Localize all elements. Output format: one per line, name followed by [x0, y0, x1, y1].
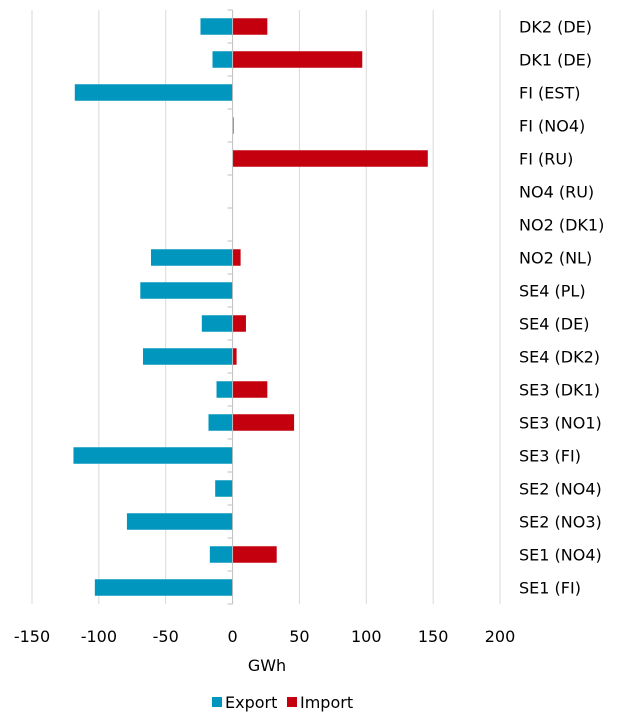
- import-bar: [232, 51, 363, 68]
- legend-swatch: [212, 697, 222, 707]
- category-label: SE4 (DE): [519, 315, 589, 334]
- category-label: SE3 (DK1): [519, 381, 600, 400]
- category-label: NO2 (NL): [519, 249, 592, 268]
- export-bar: [94, 579, 233, 596]
- x-axis-label: GWh: [248, 656, 286, 675]
- export-bar: [209, 546, 233, 563]
- category-label: NO4 (RU): [519, 183, 594, 202]
- x-tick-label: 150: [418, 627, 449, 646]
- category-label: SE1 (NO4): [519, 546, 602, 565]
- import-bar: [232, 315, 246, 332]
- category-label: FI (RU): [519, 150, 573, 169]
- import-bar: [232, 150, 428, 167]
- x-tick-label: 200: [485, 627, 516, 646]
- export-bar: [208, 414, 233, 431]
- category-label: SE2 (NO3): [519, 513, 602, 532]
- export-bar: [142, 348, 233, 365]
- legend: Export Import: [212, 693, 353, 712]
- x-tick-labels: -150 -100 -50 0 50 100 150 200: [14, 627, 515, 646]
- export-bar: [151, 249, 233, 266]
- import-bar: [232, 348, 237, 365]
- category-label: DK1 (DE): [519, 51, 592, 70]
- import-bar: [232, 381, 268, 398]
- export-bar: [140, 282, 233, 299]
- export-bar: [215, 480, 233, 497]
- import-bar: [232, 546, 277, 563]
- import-bar: [232, 18, 268, 35]
- gridlines: [31, 10, 501, 604]
- export-bar: [74, 84, 233, 101]
- category-label: FI (NO4): [519, 117, 585, 136]
- zero-axis: [227, 9, 234, 605]
- category-label: NO2 (DK1): [519, 216, 604, 235]
- legend-swatch: [287, 697, 297, 707]
- x-tick-label: 50: [289, 627, 309, 646]
- legend-label: Export: [225, 693, 277, 712]
- category-label: SE3 (FI): [519, 447, 581, 466]
- x-tick-label: -50: [153, 627, 179, 646]
- bars: [73, 18, 428, 596]
- x-tick-label: 0: [227, 627, 237, 646]
- import-bar: [232, 414, 295, 431]
- export-bar: [73, 447, 233, 464]
- export-bar: [126, 513, 233, 530]
- category-label: DK2 (DE): [519, 18, 592, 37]
- export-bar: [216, 381, 233, 398]
- category-label: SE1 (FI): [519, 579, 581, 598]
- export-bar: [201, 315, 233, 332]
- category-label: FI (EST): [519, 84, 581, 103]
- legend-label: Import: [300, 693, 353, 712]
- x-tick-label: -100: [81, 627, 117, 646]
- category-label: SE4 (DK2): [519, 348, 600, 367]
- x-tick-label: 100: [351, 627, 382, 646]
- category-label: SE3 (NO1): [519, 414, 602, 433]
- x-tick-label: -150: [14, 627, 50, 646]
- import-bar: [232, 249, 241, 266]
- category-label: SE2 (NO4): [519, 480, 602, 499]
- category-label: SE4 (PL): [519, 282, 586, 301]
- export-bar: [212, 51, 233, 68]
- export-bar: [200, 18, 233, 35]
- category-labels: DK2 (DE) DK1 (DE) FI (EST) FI (NO4) FI (RU) N…: [519, 18, 604, 598]
